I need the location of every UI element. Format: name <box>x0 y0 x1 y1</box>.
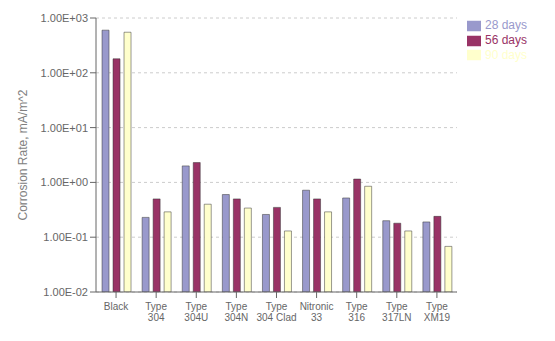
svg-text:Type304 Clad: Type304 Clad <box>256 301 296 323</box>
html-text:90 days: 90 days <box>485 47 527 62</box>
svg-text:Type304N: Type304N <box>224 301 248 323</box>
svg-text:TypeXM19: TypeXM19 <box>424 301 451 323</box>
svg-text:1.00E-01: 1.00E-01 <box>43 231 88 243</box>
svg-text:1.00E-02: 1.00E-02 <box>43 286 88 298</box>
html-text:56 days: 56 days <box>485 32 527 47</box>
svg-text:Nitronic33: Nitronic33 <box>300 301 334 323</box>
svg-text:Black: Black <box>104 301 129 312</box>
svg-text:1.00E+00: 1.00E+00 <box>41 176 88 188</box>
svg-text:Type304U: Type304U <box>184 301 208 323</box>
svg-text:Corrosion Rate, mA/m^2: Corrosion Rate, mA/m^2 <box>16 89 30 220</box>
svg-text:Type304: Type304 <box>145 301 167 323</box>
svg-text:Type316: Type316 <box>346 301 368 323</box>
html-text:28 days: 28 days <box>485 18 527 32</box>
svg-text:1.00E+03: 1.00E+03 <box>41 12 88 24</box>
svg-text:1.00E+01: 1.00E+01 <box>41 122 88 134</box>
svg-text:1.00E+02: 1.00E+02 <box>41 67 88 79</box>
svg-text:Type317LN: Type317LN <box>382 301 411 323</box>
